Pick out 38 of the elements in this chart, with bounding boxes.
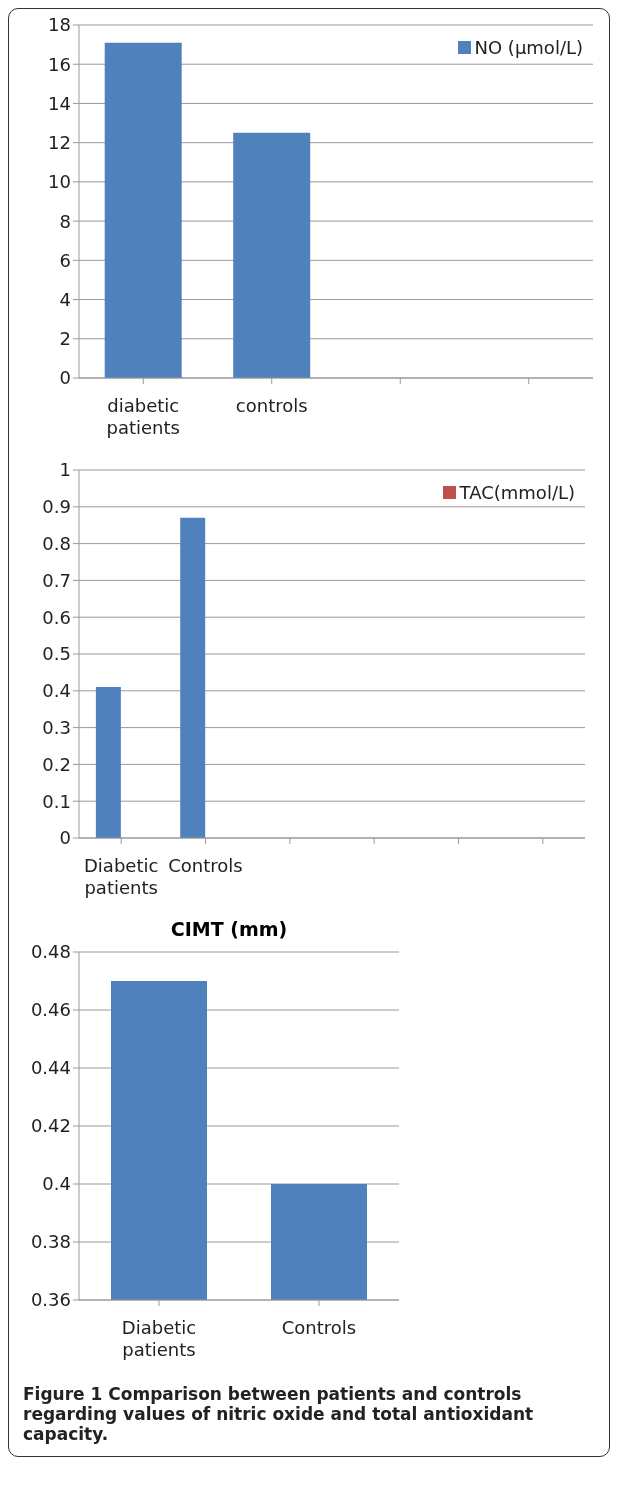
- y-tick-label: 0.38: [30, 1231, 71, 1253]
- y-tick-label: 0: [59, 827, 71, 849]
- y-tick-label: 6: [59, 249, 71, 271]
- x-tick-label: Controls: [168, 855, 243, 876]
- y-tick-label: 0.9: [42, 496, 71, 518]
- x-tick-label: controls: [235, 395, 308, 416]
- x-tick-label: diabetic patients: [106, 395, 180, 438]
- y-tick-label: 0.36: [30, 1289, 71, 1311]
- y-tick-label: 0: [59, 367, 71, 389]
- y-tick-label: 16: [48, 53, 71, 75]
- y-tick-label: 0.1: [42, 790, 71, 812]
- legend-label: NO (µmol/L): [474, 37, 583, 58]
- y-tick-label: 0.42: [30, 1115, 71, 1137]
- y-tick-label: 0.3: [42, 716, 71, 738]
- y-tick-label: 0.5: [42, 643, 71, 665]
- x-tick-label: Controls: [281, 1317, 357, 1338]
- y-tick-label: 14: [48, 92, 71, 114]
- y-tick-label: 0.48: [30, 941, 71, 963]
- y-tick-label: 8: [59, 210, 71, 232]
- y-tick-label: 18: [48, 14, 71, 36]
- legend-label: TAC(mmol/L): [459, 482, 575, 503]
- x-tick-label: Diabetic patients: [121, 1317, 197, 1360]
- y-tick-label: 0.6: [42, 606, 71, 628]
- caption: Figure 1 Comparison between patients and controls regarding values of nitric oxide and total antioxidant capacity.: [22, 1383, 535, 1446]
- y-tick-label: 0.4: [42, 680, 71, 702]
- x-tick-label: Diabetic patients: [83, 855, 159, 898]
- y-tick-label: 0.7: [42, 569, 71, 591]
- y-tick-label: 0.44: [30, 1057, 71, 1079]
- y-tick-label: 0.8: [42, 532, 71, 554]
- y-tick-label: 12: [48, 132, 71, 154]
- y-tick-label: 4: [59, 288, 71, 310]
- y-tick-label: 0.2: [42, 753, 71, 775]
- y-tick-label: 2: [59, 328, 71, 350]
- chart-title: CIMT (mm): [169, 918, 289, 940]
- y-tick-label: 10: [48, 171, 71, 193]
- y-tick-label: 0.46: [30, 999, 71, 1021]
- y-tick-label: 0.4: [42, 1173, 71, 1195]
- y-tick-label: 1: [59, 459, 71, 481]
